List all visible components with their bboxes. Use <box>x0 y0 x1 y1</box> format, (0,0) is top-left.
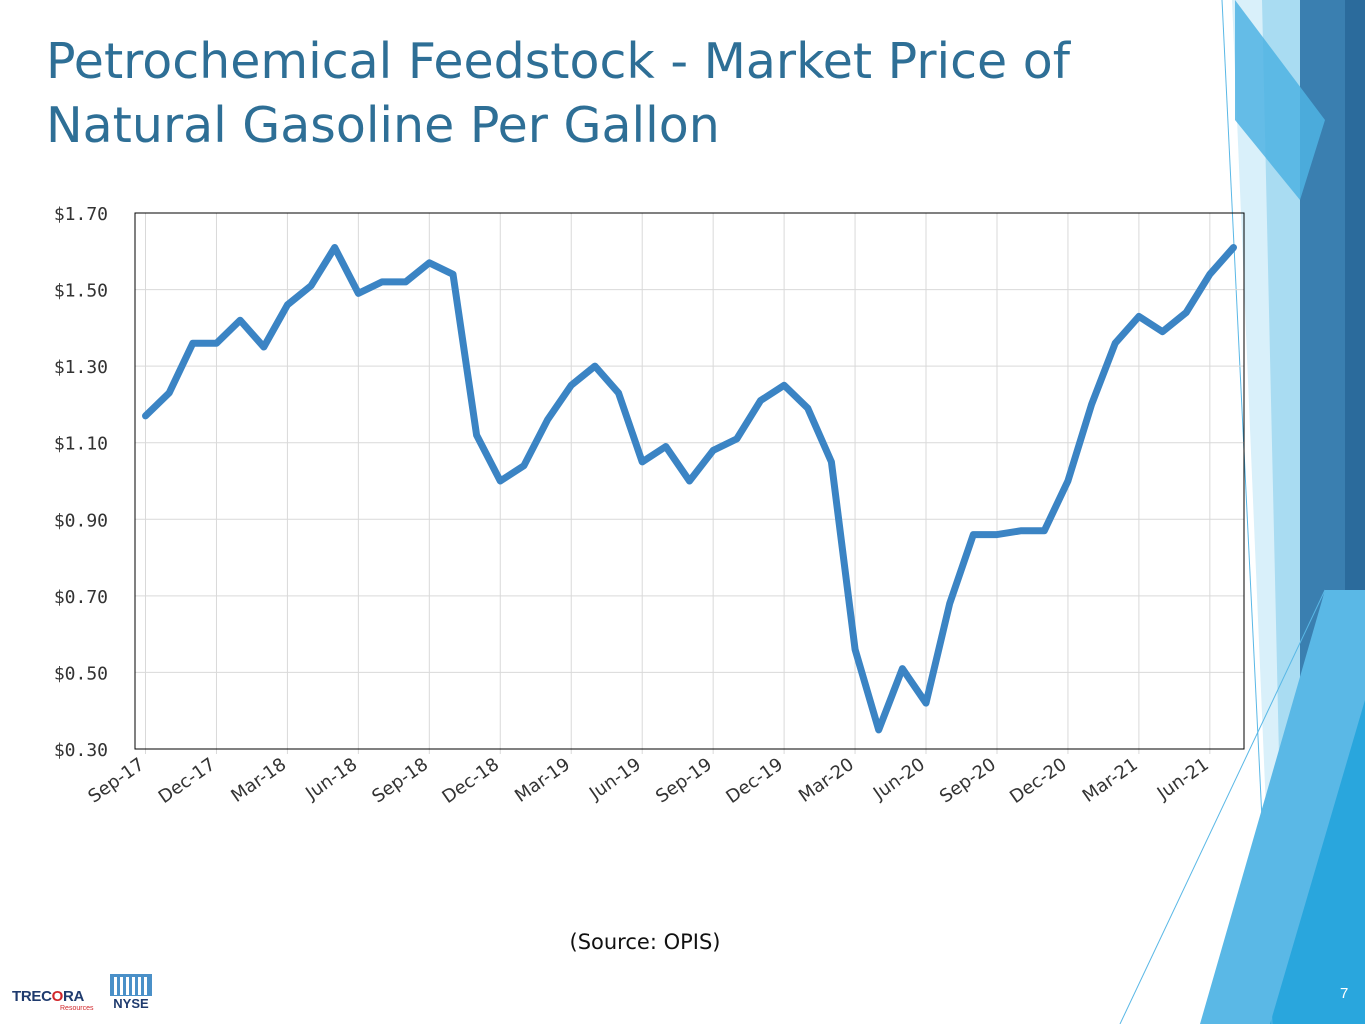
logo-subtitle: Resources <box>60 1005 94 1012</box>
x-tick-label: Mar-19 <box>511 754 574 807</box>
data-point <box>310 284 313 287</box>
data-point <box>854 648 857 651</box>
trecora-logo: TRECORA <box>12 988 84 1005</box>
data-point <box>759 399 762 402</box>
logo-text-part: TREC <box>12 988 52 1005</box>
data-point <box>1019 529 1022 532</box>
data-point <box>144 414 147 417</box>
data-point <box>1232 246 1235 249</box>
data-point <box>712 449 715 452</box>
x-tick-label: Sep-18 <box>368 754 432 808</box>
accent-thin-line <box>1221 0 1273 1024</box>
source-note: (Source: OPIS) <box>569 930 721 954</box>
data-point <box>428 261 431 264</box>
x-tick-label: Mar-20 <box>795 754 858 807</box>
x-tick-label: Sep-19 <box>652 754 716 808</box>
data-point <box>1043 529 1046 532</box>
data-point <box>806 407 809 410</box>
x-tick-label: Dec-18 <box>438 754 503 808</box>
nyse-label: NYSE <box>113 996 149 1011</box>
x-tick-label: Sep-17 <box>84 754 148 808</box>
data-point <box>191 342 194 345</box>
accent-thin-line <box>1119 589 1326 1024</box>
y-tick-label: $0.90 <box>54 510 108 531</box>
data-point <box>381 280 384 283</box>
data-point <box>451 273 454 276</box>
data-point <box>995 533 998 536</box>
data-point <box>617 391 620 394</box>
data-point <box>1208 273 1211 276</box>
data-point <box>522 464 525 467</box>
x-tick-label: Mar-21 <box>1079 754 1142 807</box>
line-chart: $0.30 $0.50 $0.70 $0.90 $1.10 $1.30 $1.50 $1.70… <box>54 204 1245 808</box>
x-tick-label: Jun-19 <box>585 754 645 805</box>
data-point <box>925 702 928 705</box>
accent-triangle-top <box>1235 0 1325 200</box>
data-point <box>1137 315 1140 318</box>
data-point <box>286 303 289 306</box>
price-series-line <box>142 244 1237 734</box>
y-tick-label: $1.50 <box>54 281 108 302</box>
y-tick-label: $1.10 <box>54 434 108 455</box>
data-point <box>1090 403 1093 406</box>
logo-text-part: RA <box>63 988 85 1005</box>
data-point <box>664 445 667 448</box>
data-point <box>830 460 833 463</box>
accent-triangle-bottom-deep <box>1270 700 1365 1024</box>
data-point <box>475 434 478 437</box>
y-tick-label: $0.30 <box>54 740 108 761</box>
logo-text-o: O <box>51 988 64 1005</box>
data-point <box>901 667 904 670</box>
x-tick-label: Jun-20 <box>869 754 929 805</box>
x-axis-tick-labels: Sep-17 Dec-17 Mar-18 Jun-18 Sep-18 Dec-18 Mar-… <box>84 754 1212 808</box>
data-point <box>1161 330 1164 333</box>
nyse-building-icon <box>110 974 152 996</box>
data-point <box>735 437 738 440</box>
data-point <box>239 319 242 322</box>
data-point <box>1185 311 1188 314</box>
y-tick-label: $0.70 <box>54 587 108 608</box>
data-point <box>688 480 691 482</box>
data-point <box>593 365 596 368</box>
x-tick-label: Mar-18 <box>227 754 290 807</box>
x-tick-label: Sep-20 <box>936 754 1000 808</box>
data-point <box>972 533 975 536</box>
data-point <box>333 246 336 249</box>
data-point <box>499 480 502 482</box>
series-layer <box>142 244 1237 734</box>
x-tick-label: Dec-17 <box>155 754 220 808</box>
x-tick-label: Jun-18 <box>301 754 361 805</box>
data-point <box>783 384 786 387</box>
y-axis-tick-labels: $0.30 $0.50 $0.70 $0.90 $1.10 $1.30 $1.50 $1.70 <box>54 204 108 761</box>
x-tick-label: Jun-21 <box>1153 754 1213 805</box>
data-point <box>1066 480 1069 482</box>
slide-title: Petrochemical Feedstock - Market Price o… <box>46 33 1070 154</box>
data-point <box>948 602 951 605</box>
y-tick-label: $1.70 <box>54 204 108 225</box>
data-point <box>877 728 880 731</box>
data-point <box>357 292 360 295</box>
data-point <box>1114 342 1117 345</box>
data-point <box>570 384 573 387</box>
page-number: 7 <box>1340 985 1349 1002</box>
data-point <box>641 460 644 463</box>
x-tick-label: Dec-19 <box>722 754 787 808</box>
data-point <box>168 391 171 394</box>
data-point <box>262 346 265 348</box>
y-tick-label: $1.30 <box>54 357 108 378</box>
y-tick-label: $0.50 <box>54 663 108 684</box>
data-point <box>404 280 407 283</box>
x-tick-label: Dec-20 <box>1006 754 1071 808</box>
plot-frame <box>134 212 1245 750</box>
data-point <box>546 418 549 421</box>
data-point <box>215 342 218 345</box>
